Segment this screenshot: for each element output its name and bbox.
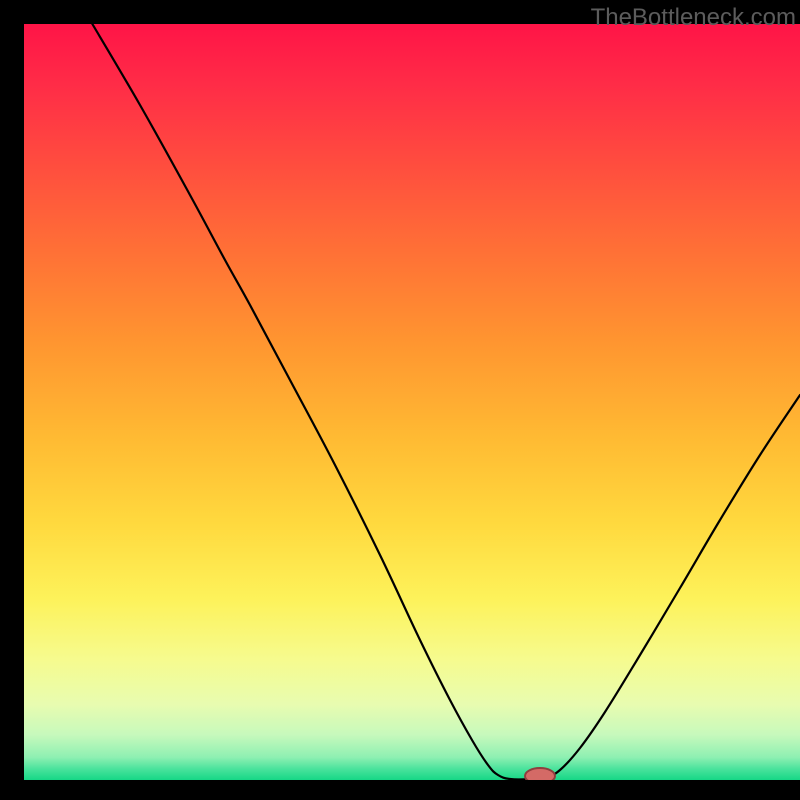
watermark-text: TheBottleneck.com xyxy=(591,4,796,32)
chart-root: TheBottleneck.com xyxy=(0,0,800,800)
heatmap-gradient-rect xyxy=(24,24,800,780)
gradient-background xyxy=(0,0,800,800)
